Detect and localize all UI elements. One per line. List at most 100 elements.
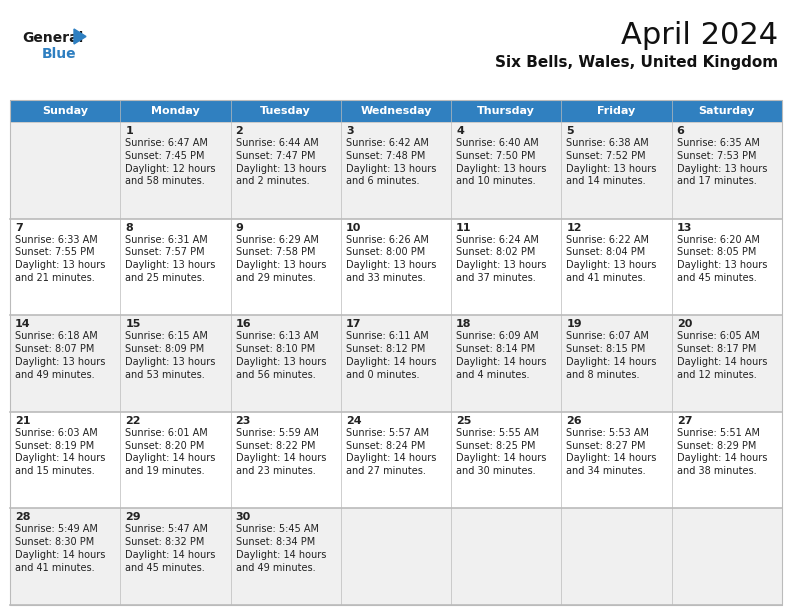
Text: Sunrise: 6:24 AM
Sunset: 8:02 PM
Daylight: 13 hours
and 37 minutes.: Sunrise: 6:24 AM Sunset: 8:02 PM Dayligh… [456,234,546,283]
Text: 17: 17 [346,319,361,329]
Text: Sunday: Sunday [42,106,88,116]
Bar [120,315,230,412]
Bar [451,315,562,412]
Bar [120,218,230,315]
Bar [341,315,451,412]
Text: 13: 13 [676,223,692,233]
Text: 24: 24 [346,416,361,426]
Text: 14: 14 [15,319,31,329]
Text: Sunrise: 6:35 AM
Sunset: 7:53 PM
Daylight: 13 hours
and 17 minutes.: Sunrise: 6:35 AM Sunset: 7:53 PM Dayligh… [676,138,767,187]
Bar [230,412,341,509]
Text: Sunrise: 6:05 AM
Sunset: 8:17 PM
Daylight: 14 hours
and 12 minutes.: Sunrise: 6:05 AM Sunset: 8:17 PM Dayligh… [676,331,767,379]
Bar [672,315,782,412]
Bar [562,122,672,218]
Text: Sunrise: 6:33 AM
Sunset: 7:55 PM
Daylight: 13 hours
and 21 minutes.: Sunrise: 6:33 AM Sunset: 7:55 PM Dayligh… [15,234,105,283]
Text: Sunrise: 6:29 AM
Sunset: 7:58 PM
Daylight: 13 hours
and 29 minutes.: Sunrise: 6:29 AM Sunset: 7:58 PM Dayligh… [235,234,326,283]
Text: Sunrise: 6:26 AM
Sunset: 8:00 PM
Daylight: 13 hours
and 33 minutes.: Sunrise: 6:26 AM Sunset: 8:00 PM Dayligh… [346,234,436,283]
Text: Friday: Friday [597,106,636,116]
Bar [562,315,672,412]
Bar [341,218,451,315]
Bar [341,122,451,218]
Bar [451,218,562,315]
Text: Sunrise: 6:03 AM
Sunset: 8:19 PM
Daylight: 14 hours
and 15 minutes.: Sunrise: 6:03 AM Sunset: 8:19 PM Dayligh… [15,428,105,476]
Text: Wednesday: Wednesday [360,106,432,116]
Text: 26: 26 [566,416,582,426]
Text: Sunrise: 6:07 AM
Sunset: 8:15 PM
Daylight: 14 hours
and 8 minutes.: Sunrise: 6:07 AM Sunset: 8:15 PM Dayligh… [566,331,657,379]
Text: 22: 22 [125,416,141,426]
Text: Sunrise: 5:45 AM
Sunset: 8:34 PM
Daylight: 14 hours
and 49 minutes.: Sunrise: 5:45 AM Sunset: 8:34 PM Dayligh… [235,524,326,573]
Text: Sunrise: 6:20 AM
Sunset: 8:05 PM
Daylight: 13 hours
and 45 minutes.: Sunrise: 6:20 AM Sunset: 8:05 PM Dayligh… [676,234,767,283]
Text: Sunrise: 6:47 AM
Sunset: 7:45 PM
Daylight: 12 hours
and 58 minutes.: Sunrise: 6:47 AM Sunset: 7:45 PM Dayligh… [125,138,215,187]
Text: 23: 23 [235,416,251,426]
Text: Sunrise: 6:38 AM
Sunset: 7:52 PM
Daylight: 13 hours
and 14 minutes.: Sunrise: 6:38 AM Sunset: 7:52 PM Dayligh… [566,138,657,187]
Text: Sunrise: 5:55 AM
Sunset: 8:25 PM
Daylight: 14 hours
and 30 minutes.: Sunrise: 5:55 AM Sunset: 8:25 PM Dayligh… [456,428,546,476]
Text: Sunrise: 6:13 AM
Sunset: 8:10 PM
Daylight: 13 hours
and 56 minutes.: Sunrise: 6:13 AM Sunset: 8:10 PM Dayligh… [235,331,326,379]
Text: 8: 8 [125,223,133,233]
Text: 27: 27 [676,416,692,426]
Bar [562,509,672,605]
Text: 30: 30 [235,512,251,523]
Text: Sunrise: 6:22 AM
Sunset: 8:04 PM
Daylight: 13 hours
and 41 minutes.: Sunrise: 6:22 AM Sunset: 8:04 PM Dayligh… [566,234,657,283]
Bar [562,412,672,509]
Bar [10,218,120,315]
Bar [562,218,672,315]
Bar [230,122,341,218]
Polygon shape [74,29,86,44]
Bar [672,509,782,605]
Text: 29: 29 [125,512,141,523]
Bar [230,315,341,412]
Text: Sunrise: 6:42 AM
Sunset: 7:48 PM
Daylight: 13 hours
and 6 minutes.: Sunrise: 6:42 AM Sunset: 7:48 PM Dayligh… [346,138,436,187]
Text: Sunrise: 6:40 AM
Sunset: 7:50 PM
Daylight: 13 hours
and 10 minutes.: Sunrise: 6:40 AM Sunset: 7:50 PM Dayligh… [456,138,546,187]
Bar [10,412,120,509]
Text: 28: 28 [15,512,31,523]
Text: Monday: Monday [151,106,200,116]
Text: Thursday: Thursday [478,106,535,116]
Bar [672,412,782,509]
Text: Sunrise: 5:57 AM
Sunset: 8:24 PM
Daylight: 14 hours
and 27 minutes.: Sunrise: 5:57 AM Sunset: 8:24 PM Dayligh… [346,428,436,476]
Bar [230,509,341,605]
Bar [451,509,562,605]
Text: Tuesday: Tuesday [261,106,311,116]
Text: 16: 16 [235,319,251,329]
Text: 10: 10 [346,223,361,233]
Bar [672,122,782,218]
Bar [10,100,782,605]
Bar [10,100,782,122]
Bar [10,122,120,218]
Text: Sunrise: 5:47 AM
Sunset: 8:32 PM
Daylight: 14 hours
and 45 minutes.: Sunrise: 5:47 AM Sunset: 8:32 PM Dayligh… [125,524,215,573]
Text: Sunrise: 6:18 AM
Sunset: 8:07 PM
Daylight: 13 hours
and 49 minutes.: Sunrise: 6:18 AM Sunset: 8:07 PM Dayligh… [15,331,105,379]
Text: 25: 25 [456,416,471,426]
Bar [451,412,562,509]
Bar [341,509,451,605]
Text: Saturday: Saturday [699,106,755,116]
Text: 9: 9 [235,223,243,233]
Text: 3: 3 [346,126,353,136]
Bar [120,412,230,509]
Text: Six Bells, Wales, United Kingdom: Six Bells, Wales, United Kingdom [495,56,778,70]
Text: 7: 7 [15,223,23,233]
Bar [10,509,120,605]
Text: 11: 11 [456,223,472,233]
Text: Sunrise: 6:15 AM
Sunset: 8:09 PM
Daylight: 13 hours
and 53 minutes.: Sunrise: 6:15 AM Sunset: 8:09 PM Dayligh… [125,331,215,379]
Text: General: General [22,31,83,45]
Text: 4: 4 [456,126,464,136]
Text: Sunrise: 6:11 AM
Sunset: 8:12 PM
Daylight: 14 hours
and 0 minutes.: Sunrise: 6:11 AM Sunset: 8:12 PM Dayligh… [346,331,436,379]
Text: 1: 1 [125,126,133,136]
Text: Blue: Blue [42,47,77,61]
Text: 20: 20 [676,319,692,329]
Bar [10,315,120,412]
Text: Sunrise: 5:51 AM
Sunset: 8:29 PM
Daylight: 14 hours
and 38 minutes.: Sunrise: 5:51 AM Sunset: 8:29 PM Dayligh… [676,428,767,476]
Text: Sunrise: 5:59 AM
Sunset: 8:22 PM
Daylight: 14 hours
and 23 minutes.: Sunrise: 5:59 AM Sunset: 8:22 PM Dayligh… [235,428,326,476]
Text: Sunrise: 6:31 AM
Sunset: 7:57 PM
Daylight: 13 hours
and 25 minutes.: Sunrise: 6:31 AM Sunset: 7:57 PM Dayligh… [125,234,215,283]
Text: 15: 15 [125,319,141,329]
Text: 18: 18 [456,319,472,329]
Text: Sunrise: 6:44 AM
Sunset: 7:47 PM
Daylight: 13 hours
and 2 minutes.: Sunrise: 6:44 AM Sunset: 7:47 PM Dayligh… [235,138,326,187]
Bar [230,218,341,315]
Text: Sunrise: 5:53 AM
Sunset: 8:27 PM
Daylight: 14 hours
and 34 minutes.: Sunrise: 5:53 AM Sunset: 8:27 PM Dayligh… [566,428,657,476]
Text: 2: 2 [235,126,243,136]
Text: 6: 6 [676,126,684,136]
Bar [120,509,230,605]
Text: 21: 21 [15,416,31,426]
Text: Sunrise: 6:09 AM
Sunset: 8:14 PM
Daylight: 14 hours
and 4 minutes.: Sunrise: 6:09 AM Sunset: 8:14 PM Dayligh… [456,331,546,379]
Bar [341,412,451,509]
